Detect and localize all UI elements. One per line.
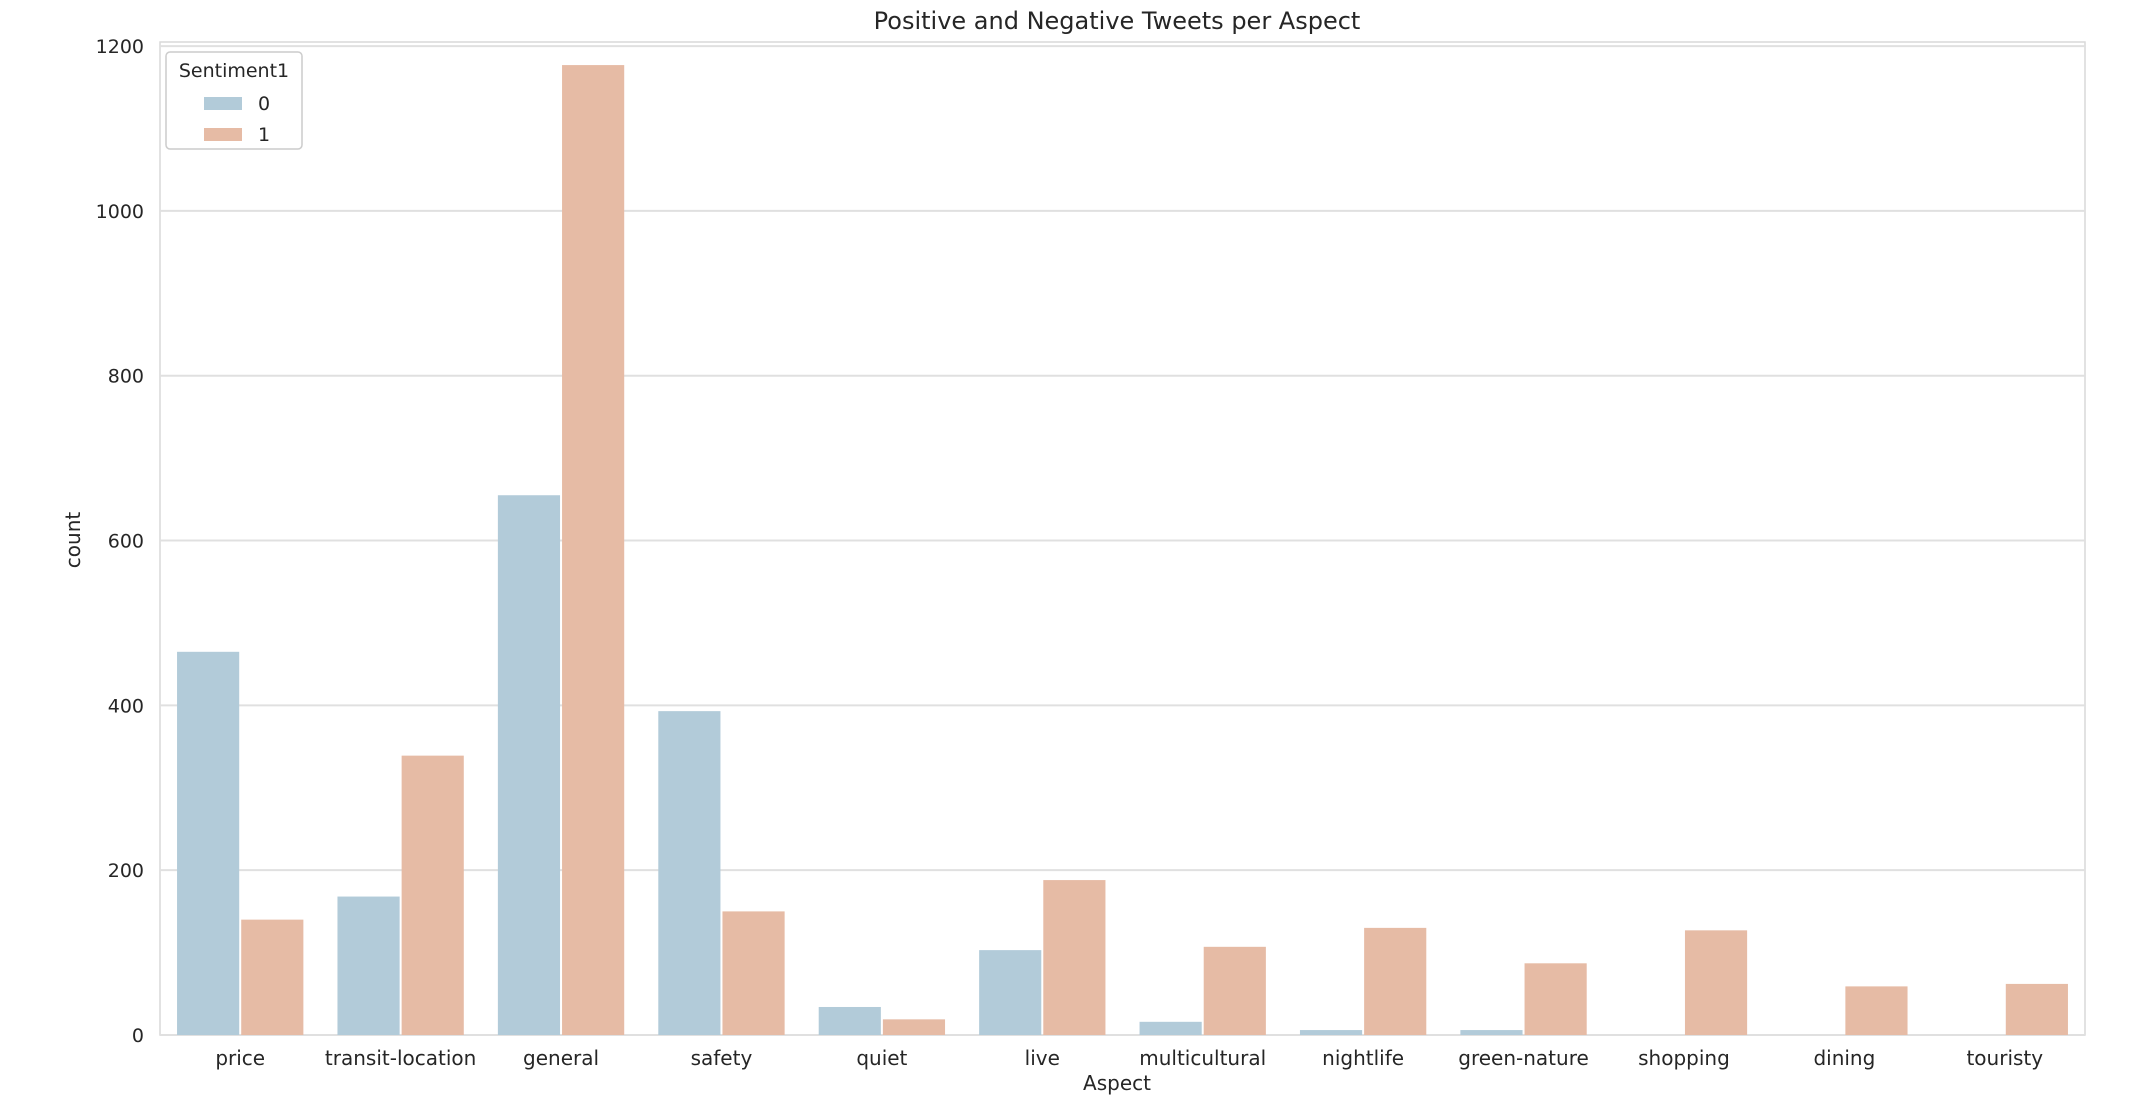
- x-tick-label: dining: [1813, 1046, 1875, 1070]
- bar-series-1-nightlife: [1364, 927, 1427, 1035]
- x-tick-label: general: [523, 1046, 599, 1070]
- plot-area: [159, 41, 2086, 1036]
- bar-series-1-touristy: [2005, 983, 2068, 1035]
- legend-swatch-0: [204, 97, 242, 110]
- y-tick-label: 200: [108, 860, 144, 882]
- bar-series-1-safety: [722, 911, 785, 1035]
- y-tick-label: 1000: [96, 201, 144, 223]
- bar-series-1-live: [1043, 880, 1106, 1035]
- y-tick-label: 0: [132, 1025, 144, 1047]
- bar-series-0-multicultural: [1139, 1021, 1202, 1035]
- y-axis: 0 200 400 600 800 1000 1200: [96, 36, 144, 1047]
- x-tick-label: nightlife: [1322, 1046, 1404, 1070]
- bar-series-0-live: [979, 950, 1042, 1035]
- bar-series-1-multicultural: [1203, 946, 1266, 1035]
- bar-series-1-transit-location: [401, 755, 464, 1035]
- x-tick-label: price: [215, 1046, 265, 1070]
- y-tick-label: 600: [108, 531, 144, 553]
- bars: [177, 65, 2068, 1036]
- chart-title: Positive and Negative Tweets per Aspect: [874, 7, 1361, 35]
- x-tick-label: quiet: [856, 1046, 907, 1070]
- x-axis: price transit-location general safety quiet l…: [215, 1046, 2043, 1070]
- legend-swatch-1: [204, 128, 242, 141]
- bar-series-1-dining: [1845, 986, 1908, 1035]
- bar-series-0-transit-location: [337, 896, 400, 1035]
- y-axis-label: count: [61, 512, 85, 569]
- x-tick-label: multicultural: [1139, 1046, 1266, 1070]
- x-tick-label: green-nature: [1458, 1046, 1589, 1070]
- bar-series-1-general: [562, 65, 625, 1036]
- legend[interactable]: Sentiment1 0 1: [165, 51, 303, 150]
- y-tick-label: 800: [108, 366, 144, 388]
- bar-series-1-price: [241, 919, 304, 1035]
- bar-series-0-nightlife: [1299, 1030, 1363, 1035]
- bar-series-1-green-nature: [1524, 963, 1587, 1035]
- bar-series-0-general: [497, 495, 561, 1035]
- bar-series-0-safety: [658, 711, 721, 1035]
- x-tick-label: safety: [691, 1046, 753, 1070]
- legend-title: Sentiment1: [179, 60, 289, 82]
- legend-label-1: 1: [258, 124, 270, 146]
- x-tick-label: shopping: [1638, 1046, 1730, 1070]
- bar-series-1-shopping: [1684, 930, 1748, 1035]
- bar-series-0-price: [177, 651, 240, 1035]
- x-tick-label: live: [1025, 1046, 1060, 1070]
- y-tick-label: 1200: [96, 36, 144, 58]
- bar-series-1-quiet: [882, 1019, 946, 1035]
- x-tick-label: transit-location: [325, 1046, 476, 1070]
- x-tick-label: touristy: [1966, 1046, 2043, 1070]
- bar-series-0-green-nature: [1460, 1030, 1523, 1035]
- bar-series-0-quiet: [818, 1006, 881, 1035]
- legend-label-0: 0: [258, 93, 270, 115]
- x-axis-label: Aspect: [1083, 1071, 1151, 1095]
- y-tick-label: 400: [108, 695, 144, 717]
